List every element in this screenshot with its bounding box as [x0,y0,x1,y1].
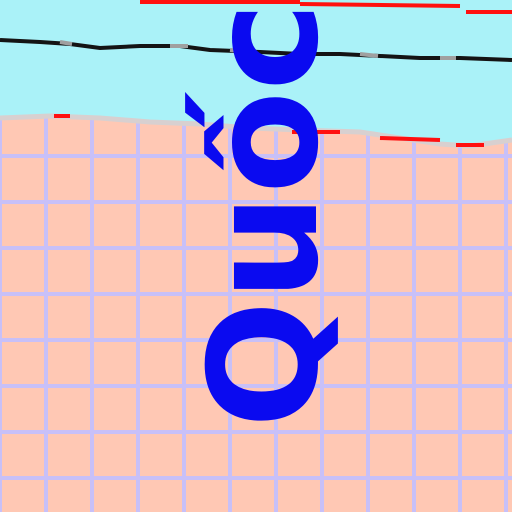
place-label[interactable]: Quốc [178,2,352,428]
